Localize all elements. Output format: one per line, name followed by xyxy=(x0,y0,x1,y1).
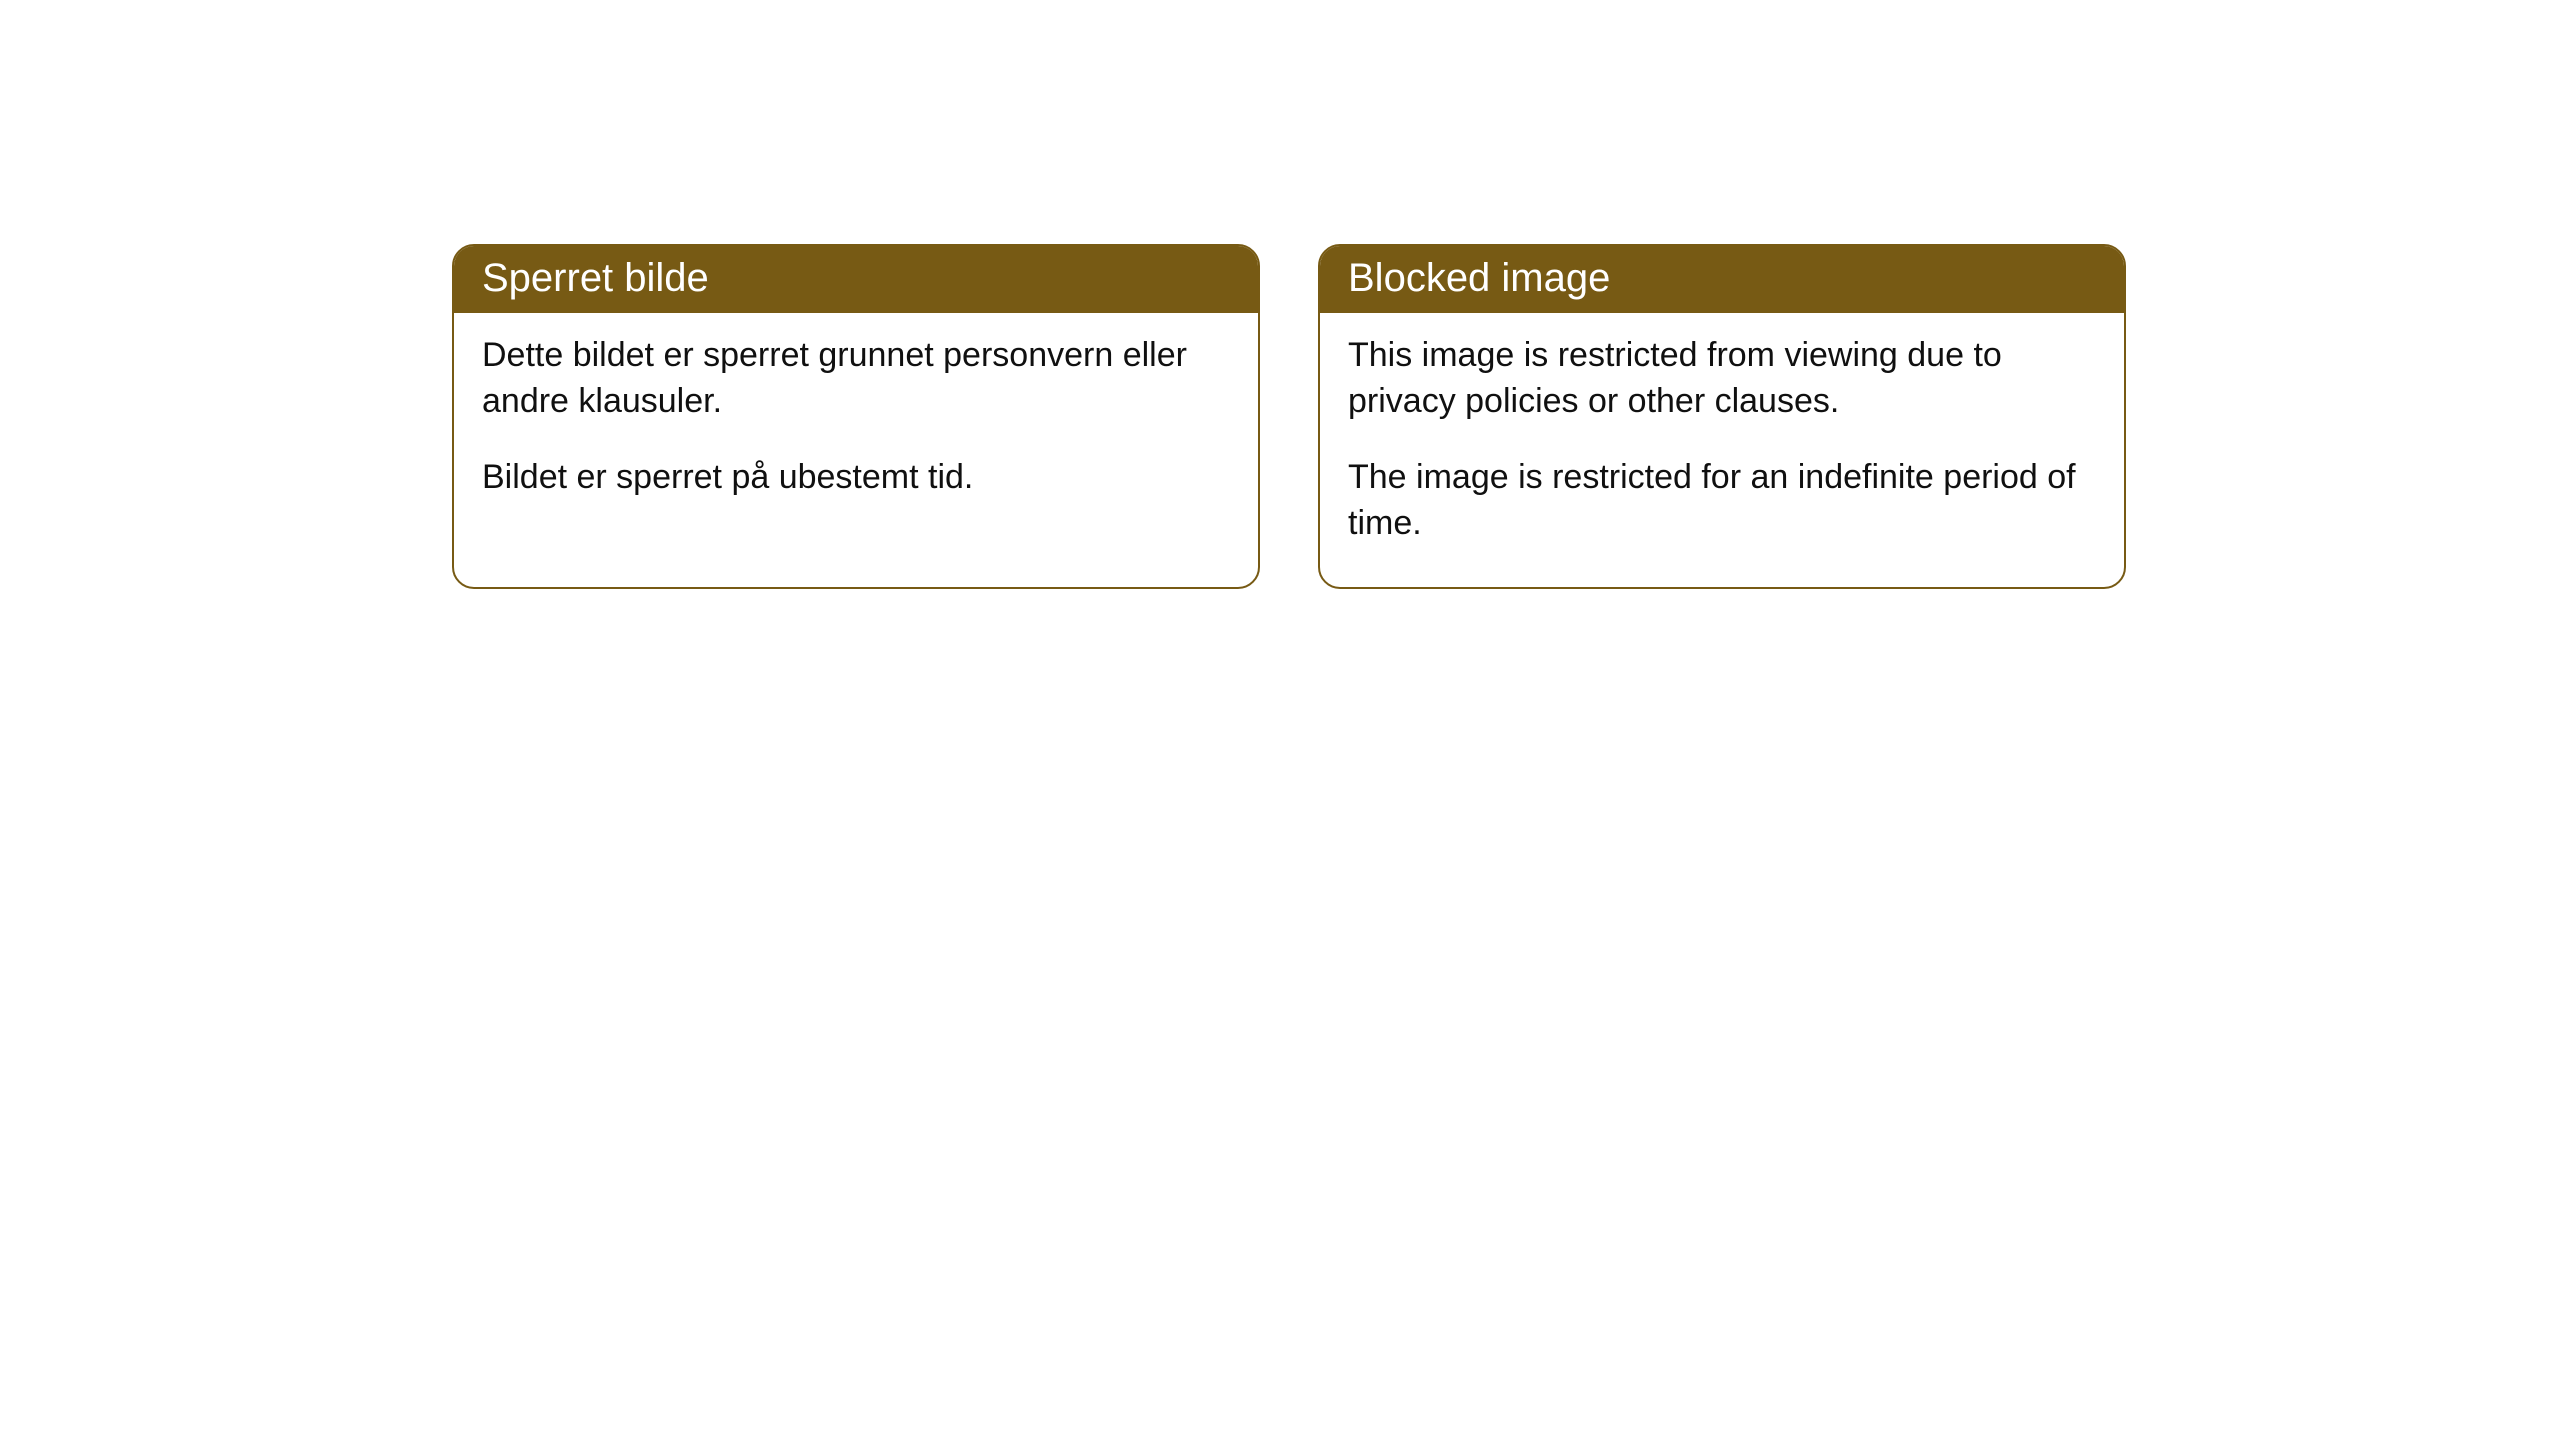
card-paragraph: Bildet er sperret på ubestemt tid. xyxy=(482,455,1230,501)
card-body: This image is restricted from viewing du… xyxy=(1320,313,2124,587)
card-paragraph: The image is restricted for an indefinit… xyxy=(1348,455,2096,547)
card-title: Blocked image xyxy=(1348,256,1610,300)
card-title: Sperret bilde xyxy=(482,256,709,300)
blocked-image-card-english: Blocked image This image is restricted f… xyxy=(1318,244,2126,589)
card-paragraph: Dette bildet er sperret grunnet personve… xyxy=(482,333,1230,425)
card-header: Blocked image xyxy=(1320,246,2124,313)
card-body: Dette bildet er sperret grunnet personve… xyxy=(454,313,1258,541)
notice-cards-container: Sperret bilde Dette bildet er sperret gr… xyxy=(0,0,2560,589)
card-header: Sperret bilde xyxy=(454,246,1258,313)
blocked-image-card-norwegian: Sperret bilde Dette bildet er sperret gr… xyxy=(452,244,1260,589)
card-paragraph: This image is restricted from viewing du… xyxy=(1348,333,2096,425)
